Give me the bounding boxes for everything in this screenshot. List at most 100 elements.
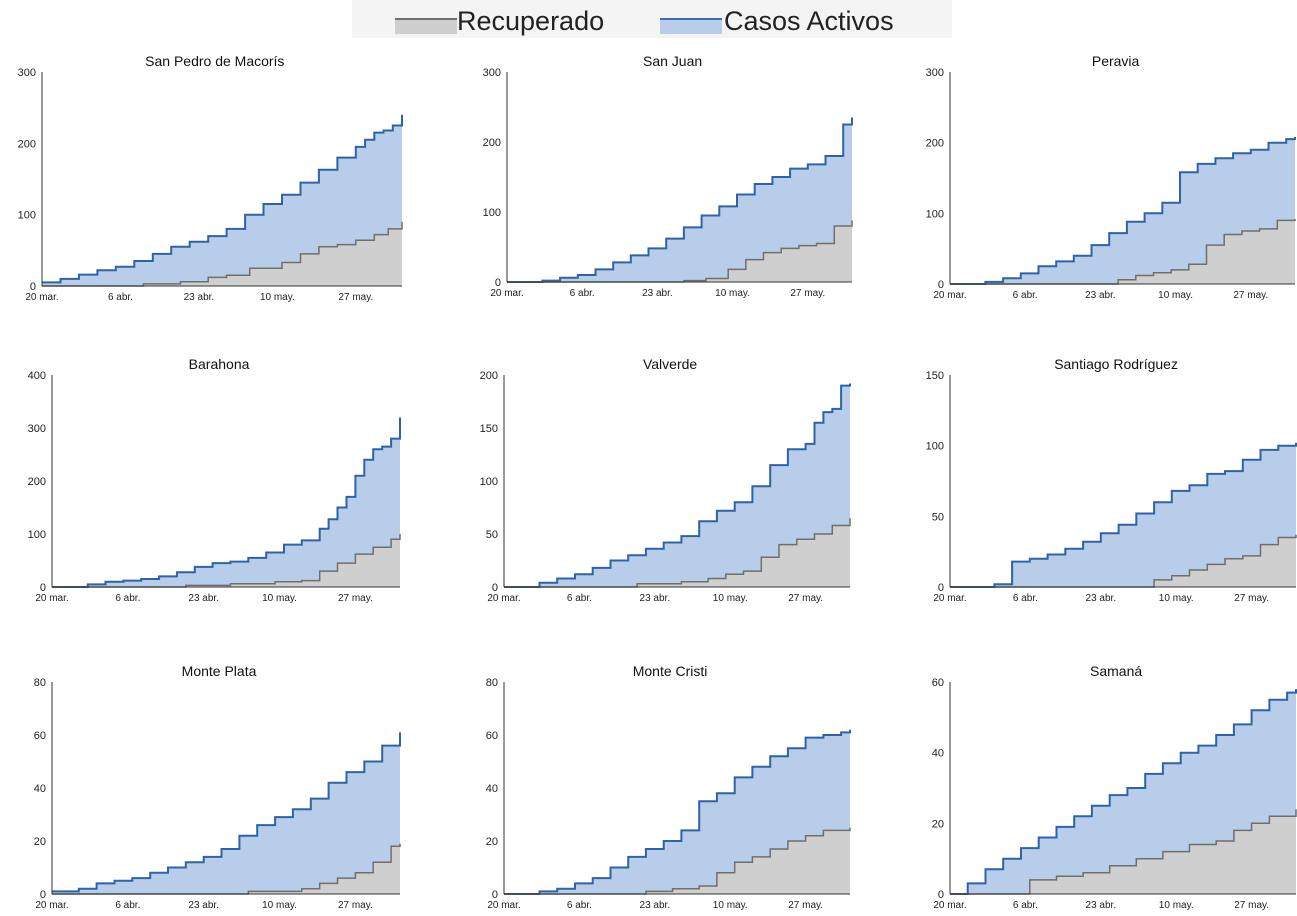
x-tick-label: 10 may. bbox=[1158, 290, 1193, 301]
line-recuperado bbox=[42, 221, 403, 287]
area-recuperado bbox=[950, 809, 1296, 894]
area-casos-activos bbox=[507, 117, 852, 282]
area-recuperado bbox=[950, 219, 1295, 284]
area-casos-activos bbox=[52, 417, 400, 587]
y-tick-label: 20 bbox=[486, 836, 498, 848]
x-tick-label: 20 mar. bbox=[933, 900, 966, 911]
x-tick-label: 23 abr. bbox=[1086, 900, 1117, 911]
y-tick-label: 100 bbox=[28, 529, 46, 541]
y-tick-label: 150 bbox=[926, 370, 944, 382]
chart-title: Barahona bbox=[189, 356, 250, 372]
y-tick-label: 300 bbox=[483, 67, 501, 79]
area-casos-activos bbox=[504, 729, 850, 894]
line-casos-activos bbox=[52, 732, 401, 893]
x-tick-label: 6 abr. bbox=[108, 292, 133, 303]
x-tick-label: 10 may. bbox=[262, 593, 297, 604]
x-tick-label: 23 abr. bbox=[1085, 290, 1116, 301]
area-casos-activos bbox=[950, 689, 1296, 894]
area-recuperado bbox=[507, 220, 852, 282]
y-tick-label: 80 bbox=[486, 677, 498, 689]
x-tick-label: 27 may. bbox=[1233, 290, 1268, 301]
x-tick-label: 23 abr. bbox=[188, 900, 219, 911]
y-tick-label: 0 bbox=[40, 889, 46, 901]
y-tick-label: 0 bbox=[938, 279, 944, 291]
y-tick-label: 100 bbox=[18, 210, 36, 222]
y-tick-label: 0 bbox=[30, 281, 36, 293]
x-tick-label: 6 abr. bbox=[115, 593, 140, 604]
y-tick-label: 100 bbox=[926, 208, 944, 220]
line-recuperado bbox=[950, 809, 1297, 895]
y-tick-label: 0 bbox=[938, 582, 944, 594]
chart-title: Santiago Rodríguez bbox=[1054, 356, 1178, 372]
x-tick-label: 20 mar. bbox=[35, 900, 68, 911]
x-tick-label: 27 may. bbox=[338, 900, 373, 911]
y-tick-label: 300 bbox=[18, 67, 36, 79]
x-tick-label: 27 may. bbox=[338, 593, 373, 604]
area-casos-activos bbox=[42, 114, 402, 286]
line-casos-activos bbox=[507, 117, 853, 283]
line-casos-activos bbox=[950, 689, 1297, 895]
x-tick-label: 27 may. bbox=[1234, 593, 1269, 604]
x-tick-label: 6 abr. bbox=[115, 900, 140, 911]
x-tick-label: 10 may. bbox=[1159, 900, 1194, 911]
y-tick-label: 100 bbox=[483, 207, 501, 219]
line-recuperado bbox=[504, 827, 851, 895]
chart-title: San Juan bbox=[643, 53, 702, 69]
x-tick-label: 10 may. bbox=[262, 900, 297, 911]
y-tick-label: 60 bbox=[486, 730, 498, 742]
area-casos-activos bbox=[950, 442, 1296, 587]
legend-swatch-recuperado bbox=[395, 18, 457, 34]
line-recuperado bbox=[52, 843, 401, 895]
chart-title: Monte Plata bbox=[182, 663, 257, 679]
area-recuperado bbox=[52, 843, 400, 894]
x-tick-label: 27 may. bbox=[788, 593, 823, 604]
legend-label-casos-activos: Casos Activos bbox=[724, 6, 894, 36]
line-casos-activos bbox=[950, 442, 1297, 588]
x-tick-label: 23 abr. bbox=[642, 288, 673, 299]
line-recuperado bbox=[950, 219, 1296, 285]
x-tick-label: 20 mar. bbox=[487, 593, 520, 604]
y-tick-label: 100 bbox=[926, 441, 944, 453]
x-tick-label: 6 abr. bbox=[1013, 290, 1038, 301]
y-tick-label: 300 bbox=[28, 423, 46, 435]
chart-title: Valverde bbox=[643, 356, 697, 372]
x-tick-label: 27 may. bbox=[788, 900, 823, 911]
y-tick-label: 100 bbox=[480, 476, 498, 488]
area-recuperado bbox=[504, 827, 850, 894]
y-tick-label: 40 bbox=[486, 783, 498, 795]
line-recuperado bbox=[504, 518, 851, 588]
area-recuperado bbox=[52, 534, 400, 587]
x-tick-label: 27 may. bbox=[790, 288, 825, 299]
y-tick-label: 50 bbox=[486, 529, 498, 541]
y-tick-label: 50 bbox=[932, 511, 944, 523]
x-tick-label: 27 may. bbox=[1234, 900, 1269, 911]
line-recuperado bbox=[950, 534, 1297, 588]
x-tick-label: 6 abr. bbox=[567, 593, 592, 604]
x-tick-label: 23 abr. bbox=[188, 593, 219, 604]
x-tick-label: 10 may. bbox=[713, 900, 748, 911]
y-tick-label: 60 bbox=[34, 730, 46, 742]
chart-title: Peravia bbox=[1092, 53, 1140, 69]
area-recuperado bbox=[42, 221, 402, 286]
y-tick-label: 0 bbox=[495, 277, 501, 289]
x-tick-label: 6 abr. bbox=[1013, 900, 1038, 911]
x-tick-label: 20 mar. bbox=[25, 292, 58, 303]
chart-title: Samaná bbox=[1090, 663, 1142, 679]
line-casos-activos bbox=[504, 729, 851, 895]
y-tick-label: 300 bbox=[926, 67, 944, 79]
x-tick-label: 10 may. bbox=[1159, 593, 1194, 604]
y-tick-label: 200 bbox=[28, 476, 46, 488]
y-tick-label: 20 bbox=[34, 836, 46, 848]
x-tick-label: 20 mar. bbox=[490, 288, 523, 299]
y-tick-label: 80 bbox=[34, 677, 46, 689]
x-tick-label: 6 abr. bbox=[567, 900, 592, 911]
y-tick-label: 40 bbox=[932, 748, 944, 760]
x-tick-label: 20 mar. bbox=[487, 900, 520, 911]
y-tick-label: 0 bbox=[40, 582, 46, 594]
